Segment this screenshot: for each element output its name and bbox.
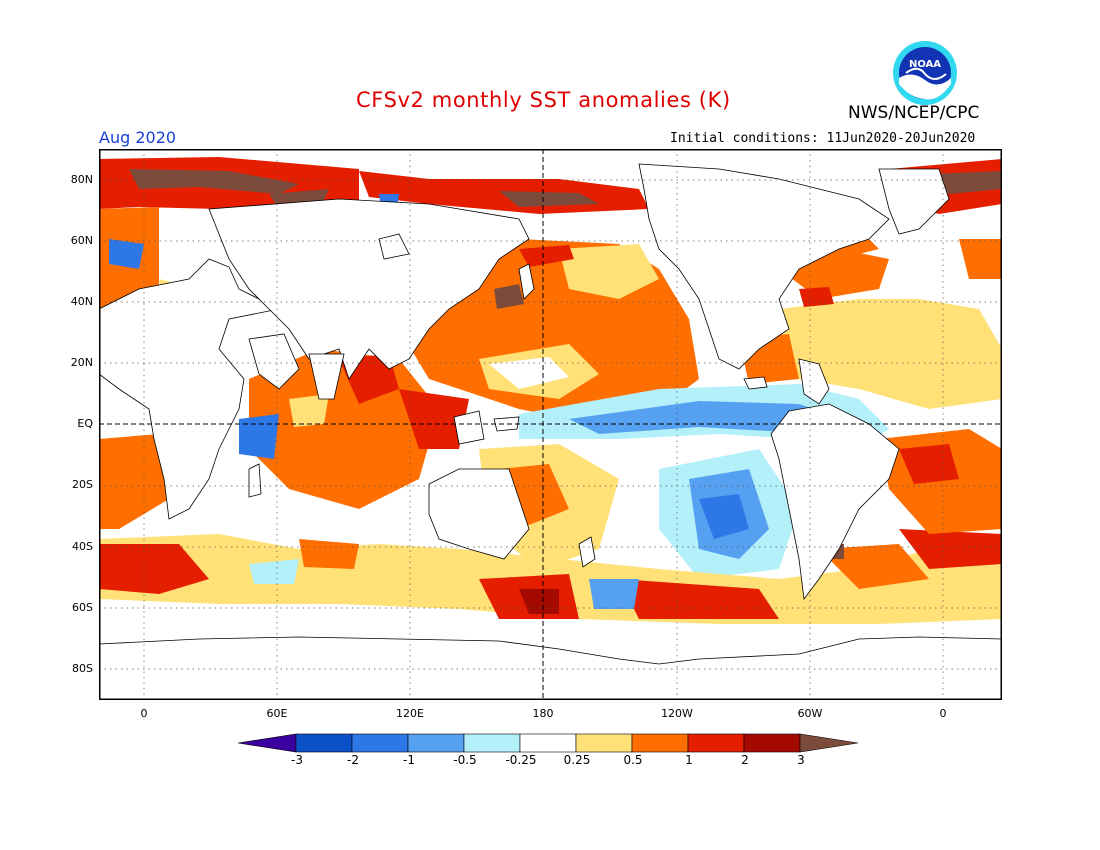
- lat-label: 40N: [70, 295, 93, 308]
- lon-label: 180: [532, 707, 554, 720]
- colorbar-label: 1: [685, 753, 693, 767]
- lat-label: 80S: [72, 662, 93, 675]
- land-masses: [99, 163, 1002, 700]
- colorbar-label: -2: [347, 753, 359, 767]
- lon-label: 0: [140, 707, 148, 720]
- colorbar-segment: [351, 733, 409, 753]
- lat-label: 60N: [70, 234, 93, 247]
- lat-label: 40S: [72, 540, 93, 553]
- noaa-logo-text: NOAA: [909, 59, 941, 70]
- colorbar-label: -1: [403, 753, 415, 767]
- colorbar-segment: [799, 733, 859, 753]
- initial-conditions: Initial conditions: 11Jun2020-20Jun2020: [670, 131, 976, 146]
- colorbar-segment: [295, 733, 353, 753]
- map-title: CFSv2 monthly SST anomalies (K): [356, 88, 731, 112]
- colorbar-segment: [463, 733, 521, 753]
- colorbar-label: 2: [741, 753, 749, 767]
- colorbar-label: -3: [291, 753, 303, 767]
- colorbar: [238, 733, 859, 753]
- lon-label: 0: [939, 707, 947, 720]
- colorbar-segment: [575, 733, 633, 753]
- noaa-logo: NOAA: [893, 41, 957, 105]
- lat-label: 20N: [70, 356, 93, 369]
- lon-label: 60W: [797, 707, 823, 720]
- colorbar-segment: [687, 733, 745, 753]
- colorbar-label: -0.5: [453, 753, 477, 767]
- colorbar-segment: [407, 733, 465, 753]
- colorbar-segment: [631, 733, 689, 753]
- forecast-month: Aug 2020: [99, 128, 177, 147]
- colorbar-label: 0.5: [623, 753, 643, 767]
- colorbar-segment: [519, 733, 577, 753]
- colorbar-label: 0.25: [563, 753, 591, 767]
- colorbar-segment: [743, 733, 801, 753]
- sst-anomaly-map: [99, 149, 1002, 700]
- lat-label: 20S: [72, 478, 93, 491]
- lon-label: 120E: [396, 707, 424, 720]
- colorbar-label: 3: [797, 753, 805, 767]
- equator-dateline: [99, 149, 1002, 700]
- lon-label: 60E: [266, 707, 288, 720]
- org-label: NWS/NCEP/CPC: [848, 103, 980, 123]
- lon-label: 120W: [661, 707, 693, 720]
- colorbar-segment: [238, 733, 297, 753]
- colorbar-label: -0.25: [505, 753, 537, 767]
- lat-label: EQ: [77, 417, 93, 430]
- lat-label: 60S: [72, 601, 93, 614]
- lat-label: 80N: [70, 173, 93, 186]
